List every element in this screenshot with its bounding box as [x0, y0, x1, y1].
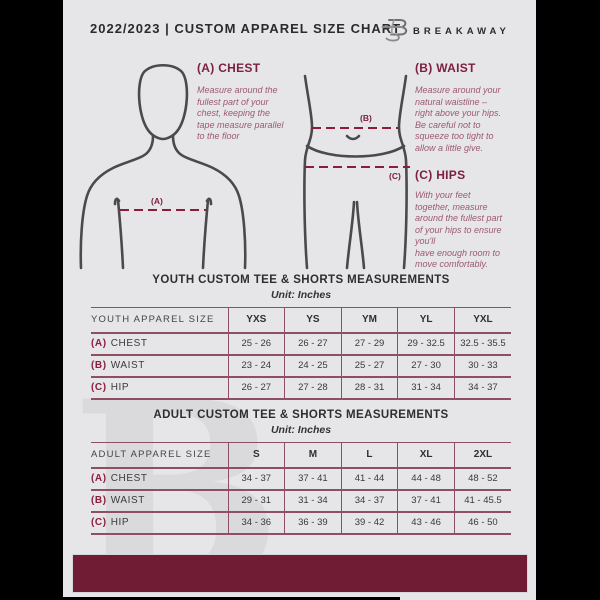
row-key: (A)	[91, 338, 107, 349]
cell-value: 25 - 26	[227, 332, 285, 356]
cell-value: 23 - 24	[227, 354, 285, 378]
cell-value: 29 - 32.5	[397, 332, 455, 356]
hips-heading: (C) HIPS	[415, 168, 466, 182]
adult-size-2xl: 2XL	[453, 442, 511, 469]
youth-size-ys: YS	[284, 307, 342, 334]
table-row: (C) HIP 34 - 36 36 - 39 39 - 42 43 - 46 4…	[91, 511, 511, 535]
cell-value: 34 - 36	[227, 511, 285, 535]
youth-size-yxs: YXS	[227, 307, 285, 334]
adult-size-m: M	[284, 442, 342, 469]
hips-instructions: With your feet together, measure around …	[415, 190, 503, 269]
chest-heading: (A) CHEST	[197, 61, 261, 75]
youth-table-unit: Unit: Inches	[270, 289, 332, 301]
cell-value: 27 - 29	[340, 332, 398, 356]
cell-value: 27 - 30	[397, 354, 455, 378]
row-key: (C)	[91, 517, 107, 528]
row-label-text: HIP	[110, 382, 130, 393]
row-label-text: CHEST	[110, 473, 148, 484]
row-key: (B)	[91, 360, 107, 371]
bottom-edge-strip	[63, 597, 400, 600]
youth-header-row: YOUTH APPAREL SIZE YXS YS YM YL YXL	[91, 307, 511, 334]
waist-instructions: Measure around your natural waistline – …	[415, 85, 502, 153]
cell-value: 44 - 48	[397, 467, 455, 491]
adult-table-unit: Unit: Inches	[270, 424, 332, 436]
cell-value: 37 - 41	[397, 489, 455, 513]
row-label-text: WAIST	[110, 495, 145, 506]
waist-measure-line	[312, 127, 398, 130]
breakaway-logo-icon	[381, 19, 408, 42]
cell-value: 27 - 28	[284, 376, 342, 400]
hips-marker-label: (C)	[389, 171, 401, 181]
adult-size-xl: XL	[397, 442, 455, 469]
cell-value: 34 - 37	[453, 376, 511, 400]
row-label-text: HIP	[110, 517, 130, 528]
adult-header-row: ADULT APPAREL SIZE S M L XL 2XL	[91, 442, 511, 469]
table-row: (C) HIP 26 - 27 27 - 28 28 - 31 31 - 34 3…	[91, 376, 511, 400]
cell-value: 29 - 31	[227, 489, 285, 513]
cell-value: 30 - 33	[453, 354, 511, 378]
cell-value: 46 - 50	[453, 511, 511, 535]
youth-corner-header: YOUTH APPAREL SIZE	[91, 307, 228, 334]
chest-measure-line	[120, 209, 206, 212]
content-panel: B 2022/2023 | CUSTOM APPAREL SIZE CHART …	[63, 0, 536, 600]
waist-heading: (B) WAIST	[415, 61, 476, 75]
adult-corner-header: ADULT APPAREL SIZE	[91, 442, 228, 469]
cell-value: 25 - 27	[340, 354, 398, 378]
youth-size-yl: YL	[397, 307, 455, 334]
cell-value: 26 - 27	[227, 376, 285, 400]
cell-value: 36 - 39	[284, 511, 342, 535]
lower-body-figure	[303, 74, 408, 270]
cell-value: 28 - 31	[340, 376, 398, 400]
cell-value: 34 - 37	[340, 489, 398, 513]
cell-value: 31 - 34	[284, 489, 342, 513]
adult-size-s: S	[227, 442, 285, 469]
waist-marker-label: (B)	[360, 113, 372, 123]
cell-value: 41 - 45.5	[453, 489, 511, 513]
cell-value: 43 - 46	[397, 511, 455, 535]
row-key: (C)	[91, 382, 107, 393]
row-key: (B)	[91, 495, 107, 506]
youth-table-title: YOUTH CUSTOM TEE & SHORTS MEASUREMENTS	[152, 274, 450, 286]
cell-value: 34 - 37	[227, 467, 285, 491]
hips-measure-line	[305, 166, 410, 169]
cell-value: 48 - 52	[453, 467, 511, 491]
cell-value: 32.5 - 35.5	[453, 332, 511, 356]
cell-value: 24 - 25	[284, 354, 342, 378]
cell-value: 31 - 34	[397, 376, 455, 400]
table-row: (B) WAIST 29 - 31 31 - 34 34 - 37 37 - 41…	[91, 489, 511, 513]
chest-marker-label: (A)	[151, 196, 163, 206]
youth-size-table: YOUTH APPAREL SIZE YXS YS YM YL YXL (A) C…	[91, 307, 511, 400]
table-row: (B) WAIST 23 - 24 24 - 25 25 - 27 27 - 30…	[91, 354, 511, 378]
adult-size-table: ADULT APPAREL SIZE S M L XL 2XL (A) CHEST…	[91, 442, 511, 535]
table-row: (A) CHEST 25 - 26 26 - 27 27 - 29 29 - 32…	[91, 332, 511, 356]
adult-size-l: L	[340, 442, 398, 469]
cell-value: 39 - 42	[340, 511, 398, 535]
row-key: (A)	[91, 473, 107, 484]
cell-value: 26 - 27	[284, 332, 342, 356]
row-label-text: WAIST	[110, 360, 145, 371]
upper-body-figure	[79, 63, 247, 270]
row-label-text: CHEST	[110, 338, 148, 349]
table-row: (A) CHEST 34 - 37 37 - 41 41 - 44 44 - 48…	[91, 467, 511, 491]
youth-size-ym: YM	[340, 307, 398, 334]
brand-name: BREAKAWAY	[413, 26, 510, 37]
cell-value: 37 - 41	[284, 467, 342, 491]
cell-value: 41 - 44	[340, 467, 398, 491]
footer-bar	[72, 554, 528, 593]
adult-table-title: ADULT CUSTOM TEE & SHORTS MEASUREMENTS	[153, 409, 449, 421]
youth-size-yxl: YXL	[453, 307, 511, 334]
page-title: 2022/2023 | CUSTOM APPAREL SIZE CHART	[90, 21, 402, 36]
chest-instructions: Measure around the fullest part of your …	[197, 85, 284, 141]
